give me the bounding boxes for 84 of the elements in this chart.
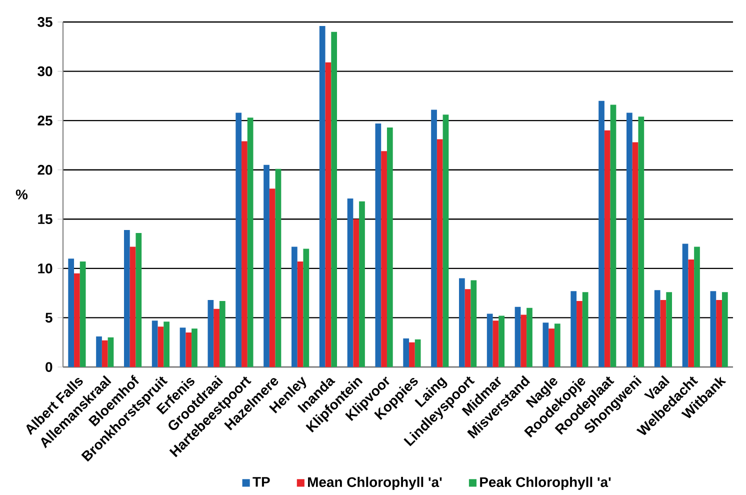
bar	[108, 337, 114, 367]
y-tick-label: 30	[38, 66, 52, 76]
bar	[716, 300, 722, 367]
y-tick-label: 35	[38, 17, 52, 27]
bar	[96, 336, 102, 367]
y-tick-label: 10	[38, 264, 52, 274]
bar	[325, 62, 332, 367]
bar	[431, 110, 437, 367]
bar	[722, 292, 728, 367]
legend-label: Mean Chlorophyll 'a'	[308, 476, 442, 490]
bar	[598, 100, 604, 367]
bar	[403, 338, 410, 367]
bar	[331, 32, 338, 367]
bar	[247, 118, 254, 367]
y-tick-label: 5	[45, 312, 52, 323]
bar	[236, 112, 242, 367]
bar	[632, 142, 638, 367]
bar	[192, 328, 198, 367]
bar	[654, 290, 660, 367]
bar	[102, 340, 108, 367]
bar	[219, 300, 226, 367]
bar	[353, 219, 360, 367]
bar	[242, 141, 248, 367]
bar	[486, 314, 493, 367]
bar	[152, 320, 158, 367]
bar	[554, 324, 560, 367]
bar	[292, 246, 298, 367]
bar	[186, 332, 192, 367]
bar	[459, 278, 465, 367]
bar	[442, 114, 449, 367]
y-axis-title: %	[16, 190, 28, 200]
bar	[124, 230, 130, 367]
bar	[386, 127, 393, 367]
bar	[158, 326, 164, 367]
bar	[492, 320, 499, 367]
bar	[347, 198, 354, 367]
bar	[582, 292, 588, 367]
bar	[359, 201, 365, 367]
bar	[542, 322, 549, 367]
bar	[666, 292, 672, 367]
bar	[682, 244, 688, 367]
bar	[526, 308, 532, 367]
bar	[80, 262, 86, 367]
legend-label: TP	[252, 477, 270, 487]
bar	[264, 164, 270, 367]
y-tick-label: 0	[46, 362, 52, 372]
bar	[375, 124, 382, 367]
bar	[514, 306, 521, 367]
bar	[269, 188, 276, 367]
bar	[470, 280, 477, 367]
bar	[303, 248, 310, 367]
bar	[694, 246, 700, 367]
bar	[130, 246, 136, 367]
bar	[610, 104, 616, 367]
bar	[548, 328, 554, 367]
bar	[688, 260, 694, 367]
y-tick-label: 15	[38, 214, 52, 224]
bar	[576, 300, 582, 367]
legend-label: Peak Chlorophyll 'a'	[480, 476, 611, 490]
y-tick-label: 25	[38, 116, 52, 126]
bar	[409, 342, 415, 367]
bar	[74, 273, 80, 367]
bar	[710, 291, 716, 367]
bar	[604, 130, 610, 367]
bar	[208, 300, 214, 367]
bar	[214, 308, 220, 367]
bar	[464, 289, 471, 367]
bar	[660, 300, 666, 367]
bar	[180, 328, 186, 367]
bar	[381, 151, 387, 367]
bar	[570, 291, 577, 367]
bar	[498, 316, 505, 367]
bar	[436, 139, 443, 367]
bar	[297, 262, 304, 367]
bar	[626, 112, 632, 367]
y-tick-label: 20	[38, 164, 52, 175]
bar	[520, 314, 527, 367]
bar	[164, 322, 170, 367]
bar	[414, 339, 421, 367]
bar	[319, 26, 326, 367]
bar	[68, 258, 74, 367]
bar	[638, 116, 644, 367]
bar	[275, 168, 282, 367]
bar	[136, 232, 142, 367]
